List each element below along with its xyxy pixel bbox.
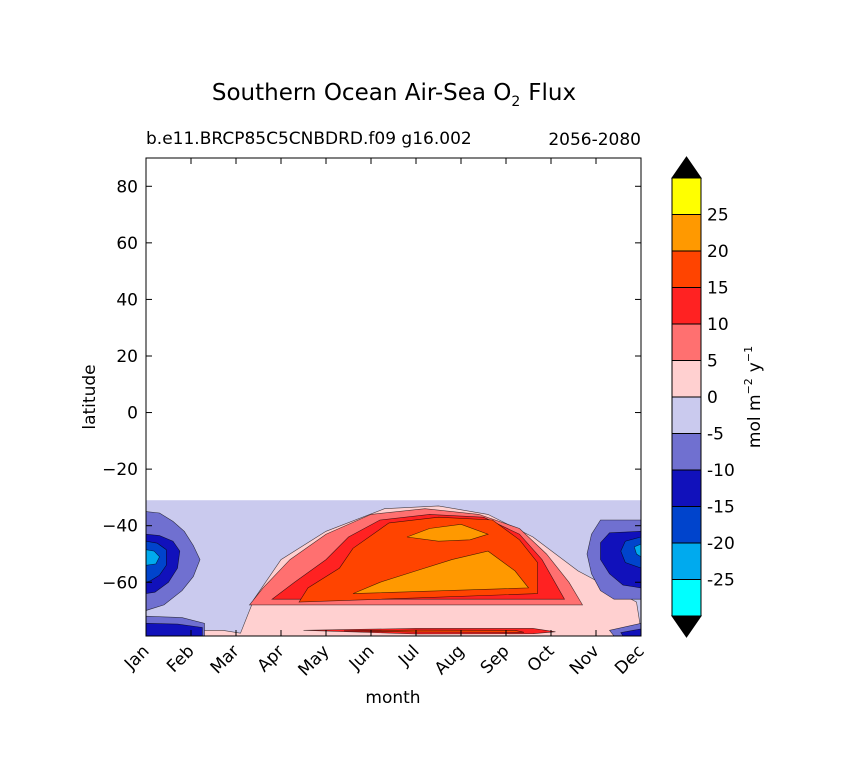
colorbar-tick-label: 5 [707,352,718,372]
colorbar-label-main: mol m [745,394,765,448]
y-tick-label: −60 [102,573,138,593]
chart-title-subscript: 2 [511,94,520,110]
contour-region-7 [343,629,525,633]
colorbar-tick-label: -5 [707,425,724,445]
contour-fills [146,500,641,636]
colorbar-segment [672,324,701,361]
colorbar-segment [672,506,701,543]
colorbar-tick-label: -15 [707,498,735,518]
x-tick-label: Oct [524,641,559,676]
contour-region-4 [352,550,530,594]
colorbar-tick-label: 25 [707,206,729,226]
chart-title: Southern Ocean Air-Sea O2 Flux [212,80,576,110]
x-tick-label: Sep [477,641,514,678]
colorbar-tick-label: 20 [707,242,729,262]
contour-region-15 [633,543,641,558]
y-tick-label: 20 [116,347,138,367]
x-tick-label: Dec [611,641,648,678]
colorbar-label-mid: y [745,362,765,372]
colorbar-tick-label: 15 [707,279,729,299]
y-tick-label: −20 [102,460,138,480]
subtitle-right: 2056-2080 [548,130,641,150]
x-tick-label: Apr [254,641,289,676]
y-axis: 80 60 40 20 0 −20 −40 −60 [102,177,641,593]
colorbar-segment [672,543,701,580]
colorbar-label-exp1: −2 [742,378,755,394]
colorbar-segment [672,251,701,288]
y-axis-label: latitude [80,364,100,429]
colorbar-segment [672,178,701,215]
contour-region-5 [406,523,489,542]
y-tick-label: −40 [102,517,138,537]
colorbar-tick-label: -25 [707,571,735,591]
x-tick-label: Aug [431,641,469,679]
contour-region-14 [620,536,641,569]
x-tick-label: Jan [120,641,153,674]
x-tick-label: Jun [345,641,379,675]
x-tick-label: May [295,641,334,680]
chart-title-main: Southern Ocean Air-Sea O [212,80,511,106]
y-tick-label: 80 [116,177,138,197]
colorbar-segment [672,433,701,470]
y-tick-label: 0 [127,404,138,424]
y-tick-label: 40 [116,290,138,310]
x-axis-label: month [365,688,420,708]
colorbar-segment [672,579,701,616]
colorbar-tick-label: 0 [707,388,718,408]
colorbar-segment [672,287,701,324]
x-tick-label: Mar [207,641,244,678]
colorbar-segment [672,470,701,507]
contour-region-11 [146,549,160,566]
contour-region-17 [146,622,203,636]
subtitle-left: b.e11.BRCP85C5CNBDRD.f09 g16.002 [146,129,472,149]
colorbar-extend-bottom [671,615,702,638]
colorbar: -25 -20 -15 -10 -5 0 5 10 15 20 25 [671,156,735,638]
colorbar-tick-label: -20 [707,534,735,554]
y-tick-label: 60 [116,234,138,254]
colorbar-segment [672,360,701,397]
plot-frame [145,157,642,637]
x-tick-label: Nov [566,641,604,679]
x-tick-label: Jul [394,641,423,670]
colorbar-tick-label: -10 [707,461,735,481]
x-tick-label: Feb [163,641,198,676]
colorbar-tick-label: 10 [707,315,729,335]
colorbar-label-exp2: −1 [742,346,755,362]
colorbar-segment [672,214,701,251]
contour-region-19 [620,628,641,636]
chart-title-suffix: Flux [528,80,576,106]
colorbar-label: mol m−2 y−1 [742,346,765,448]
colorbar-extend-top [671,156,702,179]
colorbar-segment [672,397,701,434]
